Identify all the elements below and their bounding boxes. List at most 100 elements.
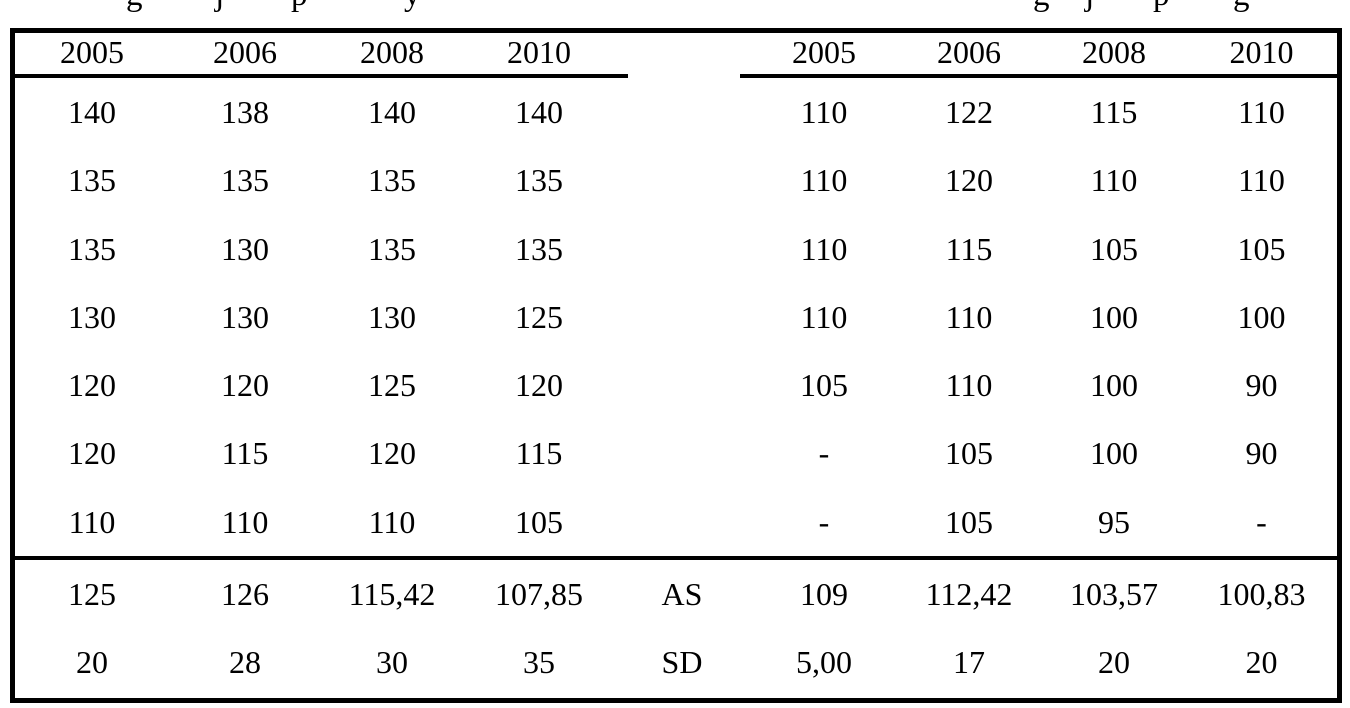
data-cell: 125 — [368, 367, 416, 404]
data-cell: 110 — [221, 503, 269, 540]
as-value-cell: 126 — [221, 576, 269, 612]
sd-value-cell: 5,00 — [796, 644, 852, 680]
data-cell: 105 — [515, 503, 563, 540]
data-cell: 120 — [221, 367, 269, 404]
data-cell: 135 — [68, 230, 116, 267]
as-value-cell: 103,57 — [1070, 576, 1158, 612]
middle-spacer — [612, 146, 752, 214]
data-cell: 115 — [1090, 94, 1138, 131]
table-body: 140 138 140 140 110 122 115 110 135 135 135 135 110 1… — [12, 78, 1337, 556]
data-cell: 105 — [800, 367, 848, 404]
data-cell: 130 — [368, 298, 416, 335]
year-header: 2006 — [213, 34, 277, 70]
data-cell: 100 — [1090, 367, 1138, 404]
cropped-text-fragment: g — [1233, 0, 1250, 12]
data-cell: 90 — [1245, 435, 1278, 472]
cropped-text-fragment: p — [291, 0, 308, 12]
data-cell: 140 — [68, 94, 116, 131]
data-cell: 135 — [515, 162, 563, 199]
data-cell: 115 — [515, 435, 563, 472]
middle-spacer — [612, 488, 752, 556]
data-cell: 100 — [1237, 298, 1286, 335]
as-value-cell: 125 — [68, 576, 116, 612]
cropped-text-fragment: j — [215, 0, 224, 12]
cropped-text-fragment: j — [1085, 0, 1094, 12]
data-cell: 135 — [221, 162, 269, 199]
data-cell: 135 — [368, 162, 416, 199]
data-cell: 110 — [945, 298, 993, 335]
table-outer-border — [10, 28, 1342, 703]
data-cell: 125 — [515, 298, 563, 335]
data-cell: 140 — [515, 94, 563, 131]
year-header: 2010 — [507, 34, 571, 70]
year-header: 2008 — [360, 34, 424, 70]
sd-value-cell: 30 — [376, 644, 408, 680]
data-cell: 115 — [945, 230, 993, 267]
data-cell: 100 — [1090, 298, 1138, 335]
data-cell: 130 — [221, 230, 269, 267]
data-cell: - — [818, 435, 830, 472]
year-header: 2006 — [937, 34, 1001, 70]
cropped-text-fragment: y — [404, 0, 421, 12]
data-cell: 105 — [945, 503, 993, 540]
data-cell: 130 — [221, 298, 269, 335]
sd-label: SD — [661, 644, 703, 680]
data-cell: 105 — [945, 435, 993, 472]
year-header: 2005 — [60, 34, 124, 70]
sd-value-cell: 20 — [76, 644, 108, 680]
cropped-text-fragment: g — [1033, 0, 1050, 12]
data-cell: 135 — [368, 230, 416, 267]
header-underline-right — [740, 74, 1337, 78]
data-cell: 120 — [945, 162, 993, 199]
year-header: 2005 — [792, 34, 856, 70]
sd-value-cell: 20 — [1245, 644, 1278, 680]
data-cell: - — [1256, 503, 1267, 540]
year-header: 2010 — [1229, 34, 1294, 70]
data-cell: 135 — [68, 162, 116, 199]
as-value-cell: 107,85 — [495, 576, 583, 612]
data-cell: 138 — [221, 94, 269, 131]
data-cell: 95 — [1098, 503, 1130, 540]
data-cell: 140 — [368, 94, 416, 131]
cropped-text-fragment: p — [1153, 0, 1170, 12]
table-header-row: 2005 2006 2008 2010 2005 2006 2008 2010 — [12, 30, 1337, 74]
data-cell: 110 — [945, 367, 993, 404]
middle-spacer — [612, 30, 752, 74]
sd-value-cell: 28 — [229, 644, 261, 680]
data-cell: 120 — [515, 367, 563, 404]
data-cell: 110 — [1090, 162, 1138, 199]
data-cell: 120 — [68, 367, 116, 404]
data-cell: 110 — [800, 230, 848, 267]
data-cell: 130 — [68, 298, 116, 335]
as-value-cell: 109 — [800, 576, 848, 612]
data-cell: - — [818, 503, 830, 540]
summary-separator-line — [12, 556, 1337, 560]
data-cell: 105 — [1237, 230, 1286, 267]
data-cell: 120 — [68, 435, 116, 472]
as-value-cell: 115,42 — [348, 576, 436, 612]
data-cell: 110 — [800, 94, 848, 131]
as-label: AS — [661, 576, 703, 612]
table-summary-rows: 125 126 115,42 107,85 AS 109 112,42 103,57 100,8… — [12, 560, 1337, 696]
data-cell: 110 — [1238, 94, 1285, 131]
data-cell: 105 — [1090, 230, 1138, 267]
sd-value-cell: 17 — [953, 644, 985, 680]
cropped-text-fragment: g — [126, 0, 143, 12]
header-underline-left — [12, 74, 628, 78]
data-cell: 110 — [68, 503, 116, 540]
middle-spacer — [612, 283, 752, 351]
as-value-cell: 100,83 — [1217, 576, 1306, 612]
middle-spacer — [612, 419, 752, 487]
year-header: 2008 — [1082, 34, 1146, 70]
data-cell: 110 — [1238, 162, 1285, 199]
middle-spacer — [612, 351, 752, 419]
data-cell: 90 — [1245, 367, 1278, 404]
data-cell: 135 — [515, 230, 563, 267]
middle-spacer — [612, 215, 752, 283]
data-cell: 120 — [368, 435, 416, 472]
cropped-caption-strip: gjpygjpg — [0, 0, 1350, 14]
as-value-cell: 112,42 — [925, 576, 1013, 612]
data-cell: 110 — [800, 162, 848, 199]
data-cell: 122 — [945, 94, 993, 131]
